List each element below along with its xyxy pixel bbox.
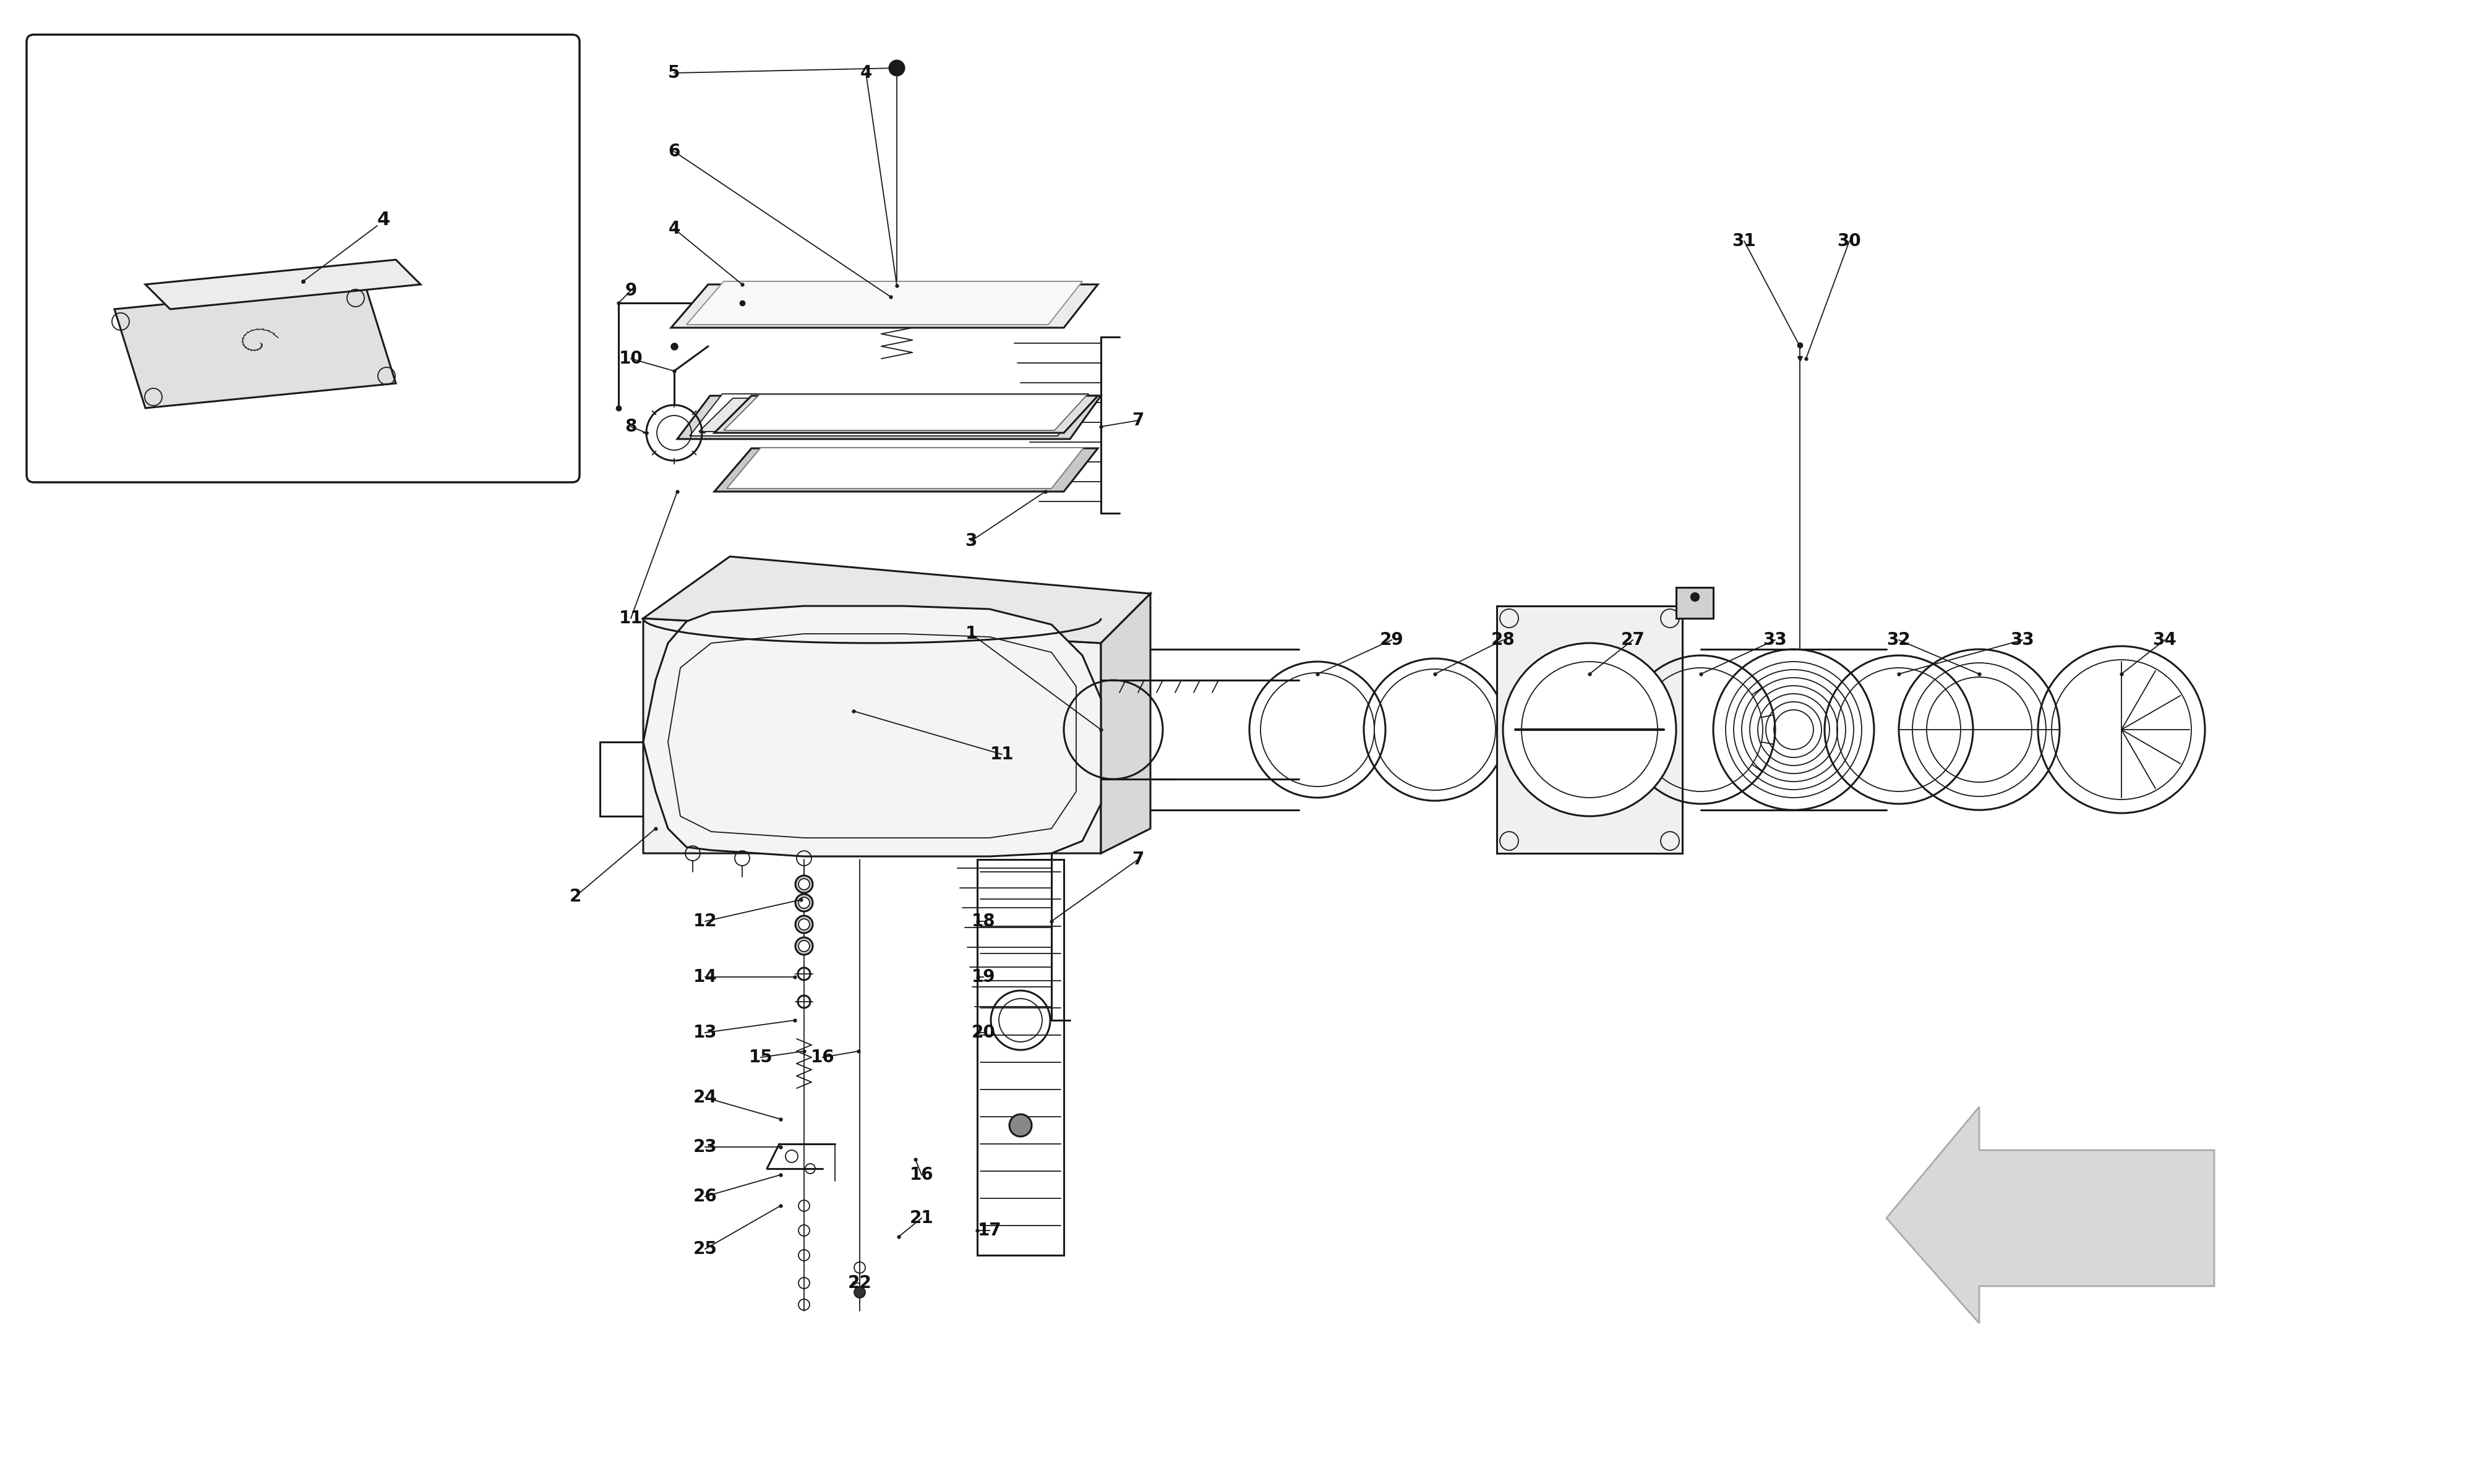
Circle shape xyxy=(797,938,811,954)
Text: 20: 20 xyxy=(972,1024,995,1042)
Polygon shape xyxy=(678,396,1101,439)
FancyBboxPatch shape xyxy=(27,34,579,482)
Text: 19: 19 xyxy=(972,968,995,985)
Text: 17: 17 xyxy=(977,1221,1002,1239)
Text: 23: 23 xyxy=(693,1138,717,1156)
Polygon shape xyxy=(690,393,1089,436)
Text: 11: 11 xyxy=(618,610,643,626)
Text: Vale per versione carbonio - optional: Vale per versione carbonio - optional xyxy=(106,439,376,451)
Polygon shape xyxy=(722,395,1089,430)
Polygon shape xyxy=(700,398,1079,432)
Circle shape xyxy=(799,898,809,908)
Text: 9: 9 xyxy=(626,282,636,300)
Polygon shape xyxy=(715,448,1098,491)
Circle shape xyxy=(799,941,809,951)
Text: 16: 16 xyxy=(811,1049,834,1066)
Text: 8: 8 xyxy=(626,418,636,435)
Text: 24: 24 xyxy=(693,1089,717,1106)
Text: 15: 15 xyxy=(750,1049,772,1066)
Circle shape xyxy=(799,879,809,890)
Text: 11: 11 xyxy=(990,745,1014,763)
Text: 1: 1 xyxy=(965,625,977,643)
Circle shape xyxy=(891,61,905,76)
Text: 33: 33 xyxy=(1764,631,1786,649)
Text: 27: 27 xyxy=(1620,631,1645,649)
Bar xyxy=(1497,605,1682,853)
Polygon shape xyxy=(146,260,421,309)
Circle shape xyxy=(1504,643,1677,816)
Circle shape xyxy=(854,1287,866,1298)
Text: 5: 5 xyxy=(668,64,680,82)
Text: 33: 33 xyxy=(2011,631,2034,649)
Polygon shape xyxy=(114,285,396,408)
Bar xyxy=(1677,588,1712,619)
Polygon shape xyxy=(688,282,1084,325)
Polygon shape xyxy=(643,619,1101,853)
Polygon shape xyxy=(727,448,1084,488)
Polygon shape xyxy=(643,605,1101,856)
Text: 14: 14 xyxy=(693,968,717,985)
Text: 30: 30 xyxy=(1838,233,1860,249)
Bar xyxy=(977,859,1064,1255)
Text: 4: 4 xyxy=(668,220,680,237)
Text: 10: 10 xyxy=(618,350,643,367)
Text: 26: 26 xyxy=(693,1187,717,1205)
Text: 4: 4 xyxy=(861,64,871,82)
Text: 13: 13 xyxy=(693,1024,717,1042)
Text: 28: 28 xyxy=(1492,631,1514,649)
Text: 22: 22 xyxy=(849,1275,871,1291)
Polygon shape xyxy=(670,285,1098,328)
Text: 25: 25 xyxy=(693,1241,717,1258)
Polygon shape xyxy=(715,396,1098,433)
Text: 2: 2 xyxy=(569,887,581,905)
Text: 4: 4 xyxy=(376,211,391,229)
Text: 18: 18 xyxy=(972,913,995,930)
Text: 31: 31 xyxy=(1732,233,1757,249)
Text: 3: 3 xyxy=(965,533,977,549)
Text: 7: 7 xyxy=(1133,850,1143,868)
Circle shape xyxy=(797,876,811,893)
Text: Valid for carbon version - optional: Valid for carbon version - optional xyxy=(116,463,366,476)
Circle shape xyxy=(797,916,811,933)
Text: 32: 32 xyxy=(1888,631,1910,649)
Polygon shape xyxy=(1888,1107,2214,1324)
Circle shape xyxy=(1009,1114,1032,1137)
Text: 29: 29 xyxy=(1380,631,1403,649)
Circle shape xyxy=(797,893,811,911)
Text: 16: 16 xyxy=(910,1166,933,1184)
Text: 12: 12 xyxy=(693,913,717,930)
Text: 7: 7 xyxy=(1133,411,1143,429)
Polygon shape xyxy=(1101,594,1150,853)
Text: 34: 34 xyxy=(2152,631,2177,649)
Text: 21: 21 xyxy=(910,1209,933,1227)
Polygon shape xyxy=(643,556,1150,643)
Text: 6: 6 xyxy=(668,142,680,160)
Circle shape xyxy=(799,919,809,930)
